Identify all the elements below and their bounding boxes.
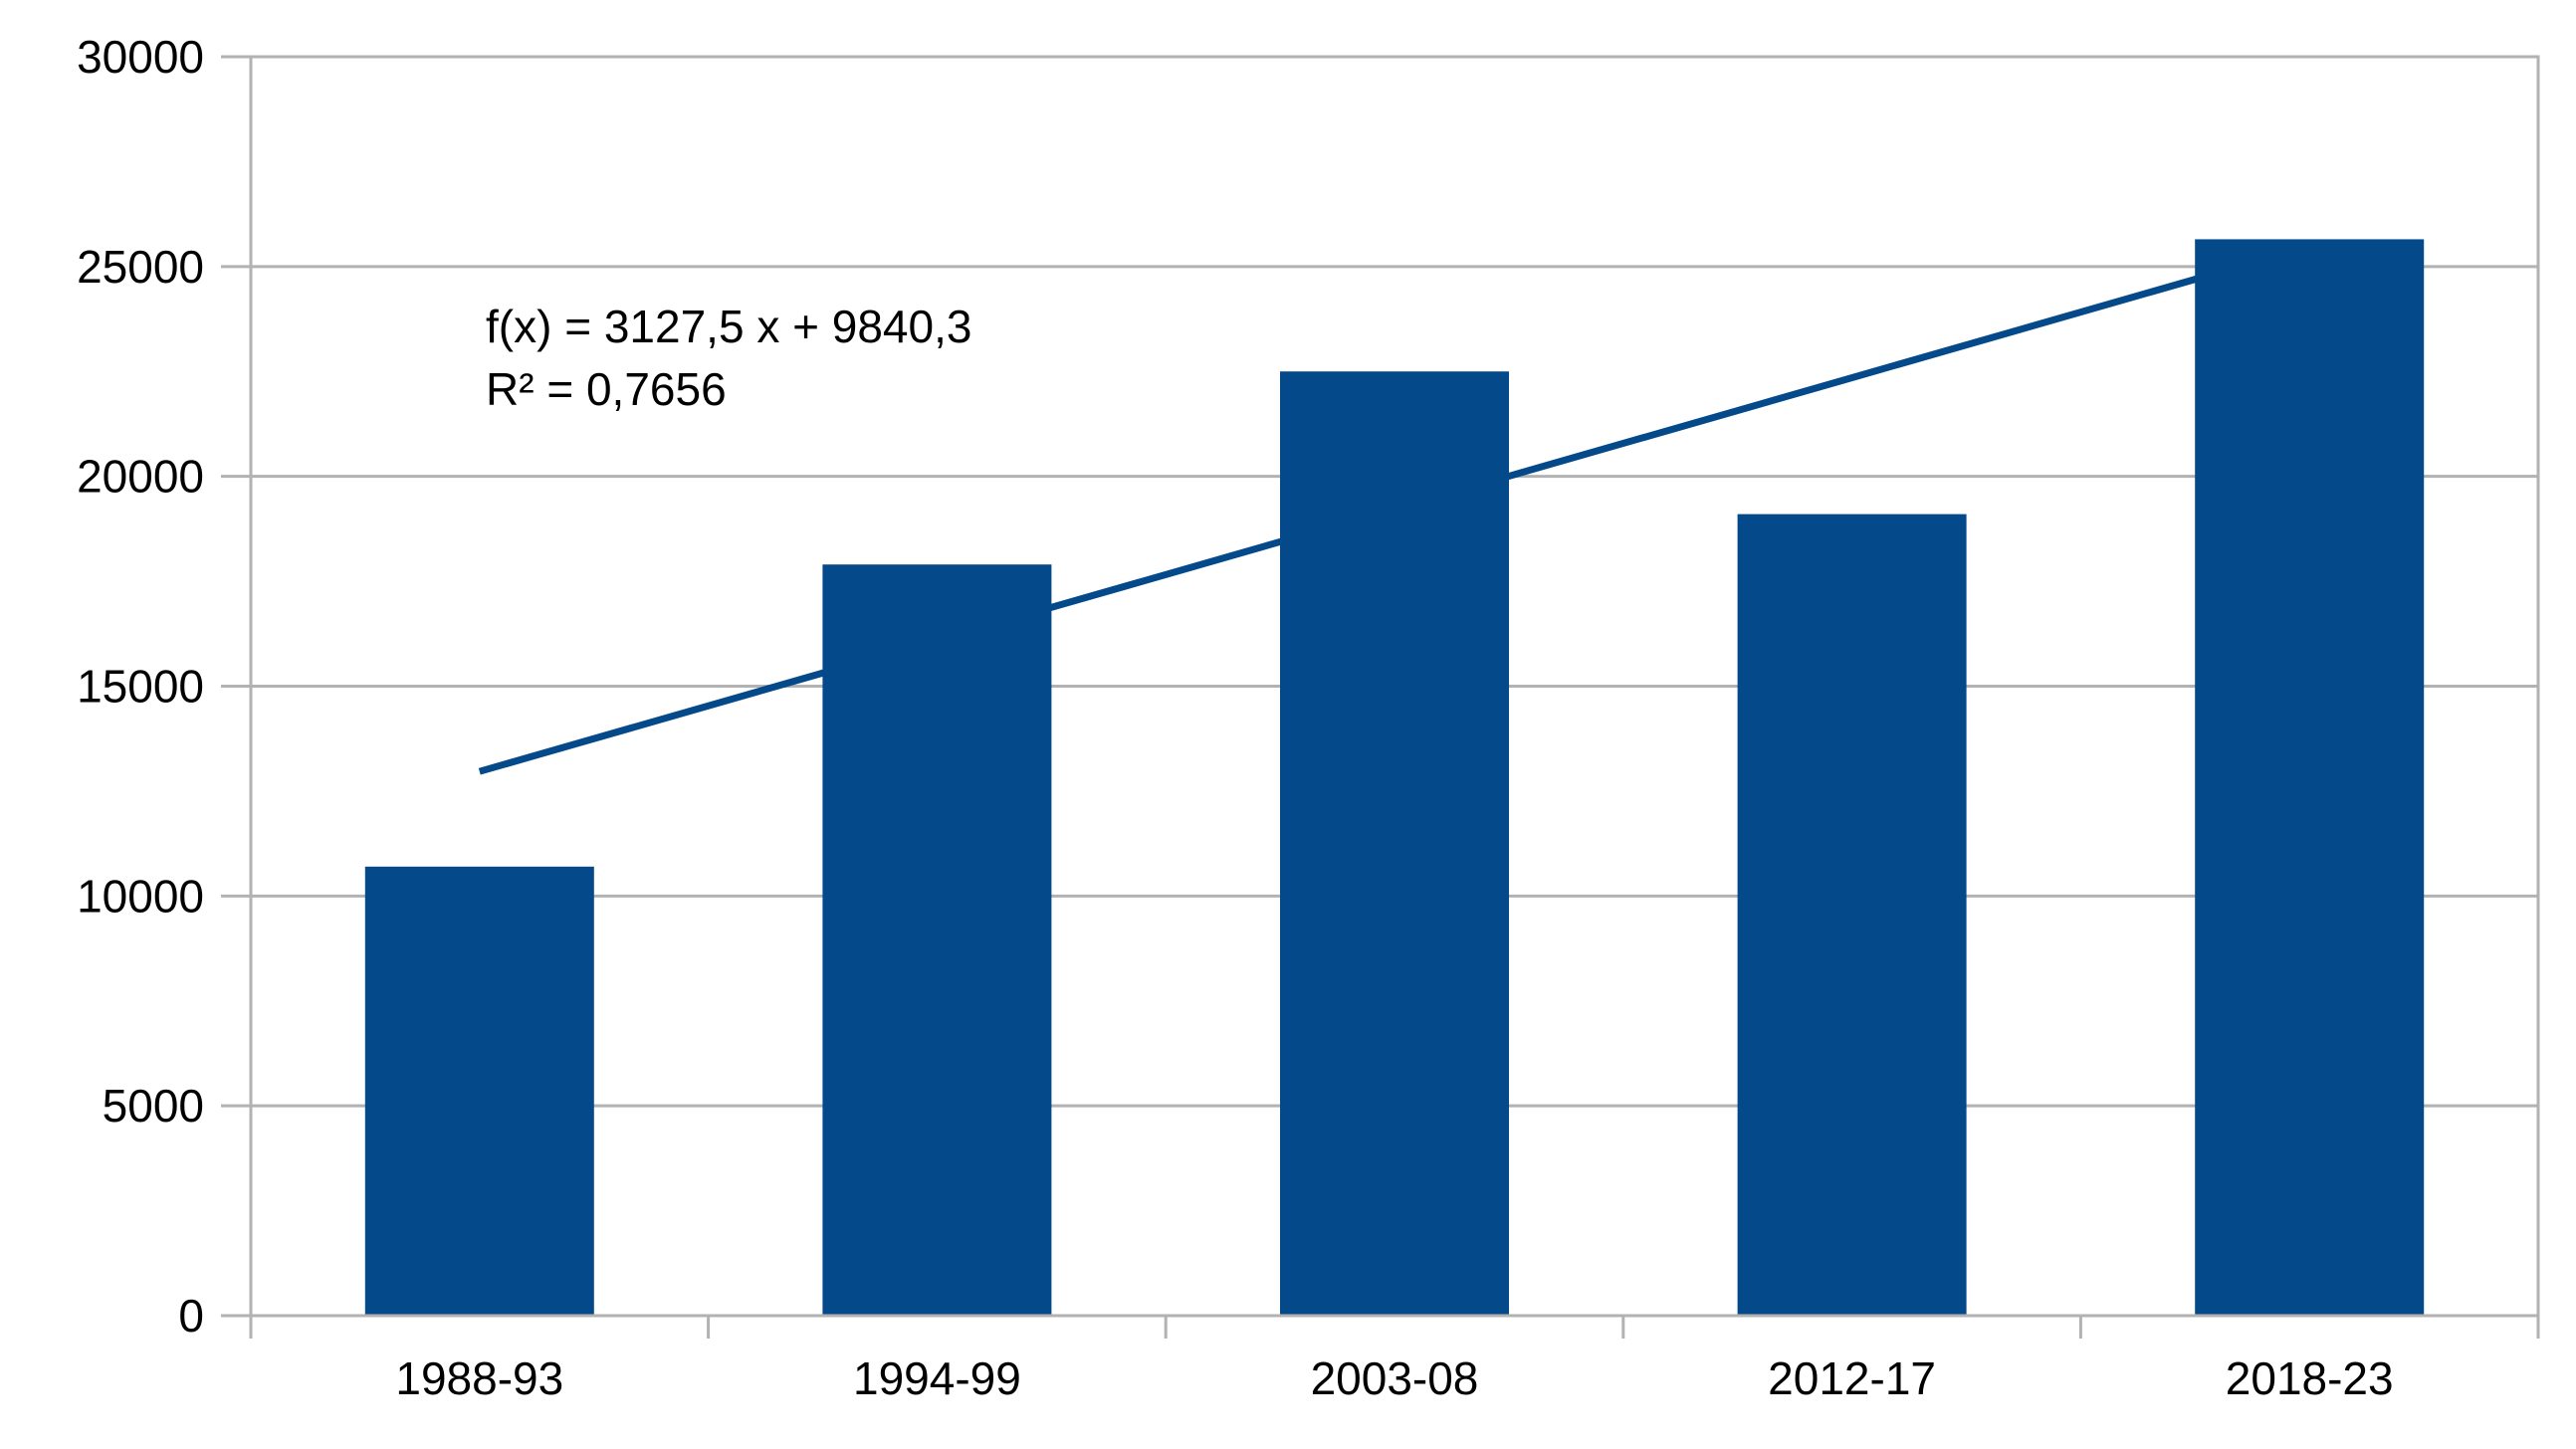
trendline-r2-text: R² = 0,7656 bbox=[486, 363, 727, 415]
x-axis-label-2012-17: 2012-17 bbox=[1768, 1352, 1936, 1404]
x-axis-label-1988-93: 1988-93 bbox=[395, 1352, 563, 1404]
bar-2003-08[interactable] bbox=[1280, 371, 1509, 1316]
y-axis-label-30000: 30000 bbox=[77, 31, 204, 83]
x-axis-label-1994-99: 1994-99 bbox=[853, 1352, 1021, 1404]
y-axis-label-10000: 10000 bbox=[77, 870, 204, 922]
trendline-equation-label[interactable]: f(x) = 3127,5 x + 9840,3 R² = 0,7656 bbox=[486, 296, 971, 421]
y-axis-label-15000: 15000 bbox=[77, 661, 204, 713]
y-axis-label-20000: 20000 bbox=[77, 451, 204, 503]
y-axis-label-0: 0 bbox=[178, 1290, 204, 1342]
y-axis-label-5000: 5000 bbox=[103, 1080, 204, 1132]
bar-1988-93[interactable] bbox=[364, 866, 594, 1316]
y-axis-label-25000: 25000 bbox=[77, 241, 204, 293]
trendline-equation-text: f(x) = 3127,5 x + 9840,3 bbox=[486, 301, 972, 352]
x-axis-label-2018-23: 2018-23 bbox=[2226, 1352, 2394, 1404]
bar-2018-23[interactable] bbox=[2195, 239, 2425, 1316]
bar-2012-17[interactable] bbox=[1737, 514, 1967, 1316]
x-axis-label-2003-08: 2003-08 bbox=[1311, 1352, 1479, 1404]
bar-1994-99[interactable] bbox=[822, 564, 1052, 1316]
